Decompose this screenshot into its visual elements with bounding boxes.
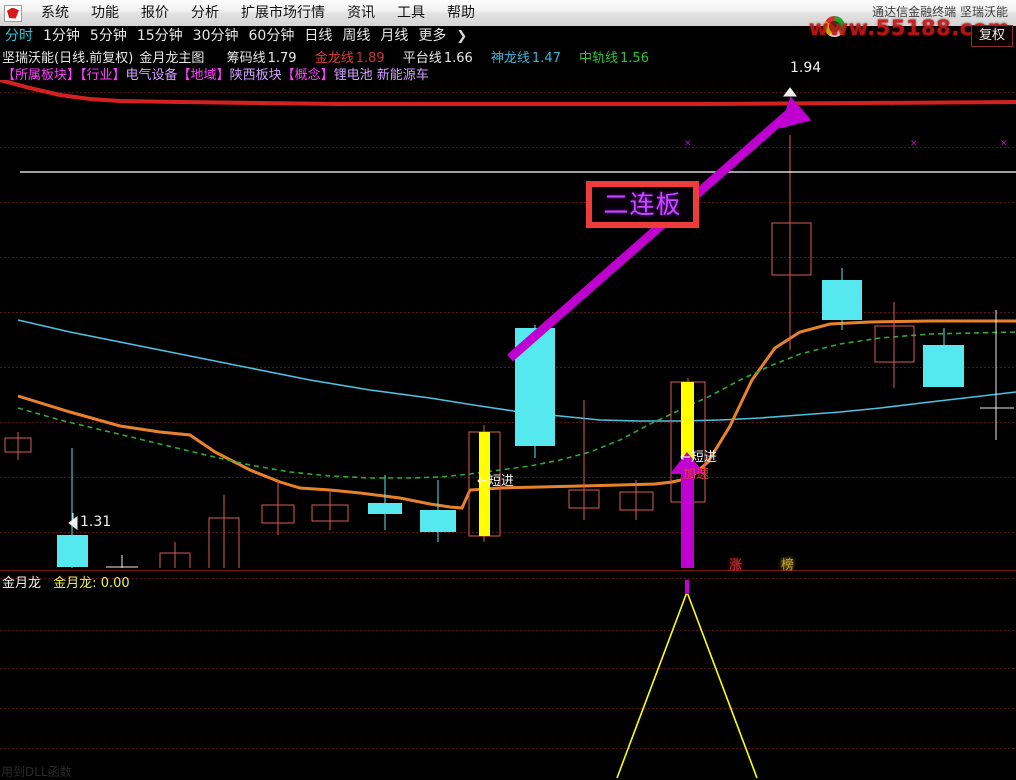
- platform-line-label: 平台线: [402, 51, 442, 66]
- app-logo-icon: [4, 4, 22, 22]
- candle: [420, 480, 456, 542]
- period-tab-weekly[interactable]: 周线: [342, 28, 371, 44]
- sub-chart-canvas: [0, 578, 1016, 778]
- menu-item-help[interactable]: 帮助: [447, 5, 475, 21]
- menu-item-function[interactable]: 功能: [91, 5, 119, 21]
- period-tab-monthly[interactable]: 月线: [380, 28, 409, 44]
- platform-line-value: 1.66: [443, 51, 473, 66]
- candle: [159, 542, 191, 568]
- shenlong-line-label: 神龙线: [490, 51, 530, 66]
- price-high-marker-icon: [783, 87, 797, 97]
- status-bar-text: 用到DLL函数: [1, 765, 72, 779]
- shenlong-line-value: 1.47: [531, 51, 561, 66]
- glyph-board: 榜: [781, 558, 795, 573]
- chip-line-value: 1.79: [267, 51, 297, 66]
- gold-line-value: 1.89: [355, 51, 385, 66]
- candle: [261, 480, 295, 535]
- glyph-rise: 涨: [729, 558, 743, 573]
- subpane-name: 金月龙: [2, 576, 42, 591]
- subpane-value-label: 金月龙:: [53, 576, 97, 591]
- stock-title: 坚瑞沃能(日线.前复权): [2, 51, 134, 66]
- annotation-box-text: 二连板: [603, 190, 682, 219]
- subpane-spike-series: [616, 589, 758, 778]
- signal-marker-icon: ✕ ✕ ✕: [684, 139, 1008, 149]
- magenta-arrow-up-right: [507, 96, 812, 362]
- indicator-title: 金月龙主图: [139, 51, 205, 66]
- price-label-low: 1.31: [80, 514, 112, 530]
- candle: [874, 302, 915, 388]
- ma-line-zhonggui: [17, 331, 1016, 479]
- period-tab-60min[interactable]: 60分钟: [248, 28, 295, 44]
- subpane-value: 0.00: [100, 576, 130, 591]
- subpane-header: 金月龙 金月龙: 0.00: [2, 572, 130, 591]
- main-chart-canvas: ✕ ✕ ✕: [0, 80, 1016, 568]
- candle: [106, 555, 138, 568]
- candle: [4, 432, 32, 460]
- watermark-logo-icon: [824, 16, 845, 37]
- indicator-info-row: 坚瑞沃能(日线.前复权) 金月龙主图 筹码线 1.79 金龙线 1.89 平台线 1.…: [2, 47, 651, 66]
- candle: [980, 310, 1014, 440]
- window-title: 通达信金融终端 坚瑞沃能: [872, 5, 1008, 19]
- region-label: 【地域】: [177, 68, 230, 83]
- period-tab-30min[interactable]: 30分钟: [192, 28, 239, 44]
- period-tab-more[interactable]: 更多: [418, 28, 447, 44]
- sub-chart-pane[interactable]: [0, 570, 1016, 778]
- main-chart-pane[interactable]: ✕ ✕ ✕: [0, 80, 1016, 568]
- concept-label: 【概念】: [281, 68, 334, 83]
- x-marker-icon: ✕: [1000, 139, 1008, 149]
- industry-value[interactable]: 电气设备: [125, 68, 178, 83]
- price-low-marker-icon: [68, 513, 78, 530]
- period-toolbar: 分时 1分钟 5分钟 15分钟 30分钟 60分钟 日线 周线 月线 更多 ❯: [0, 26, 1016, 47]
- candle: [619, 480, 654, 520]
- fuquan-button[interactable]: 复权: [971, 25, 1013, 47]
- period-tab-fenshi[interactable]: 分时: [5, 28, 33, 44]
- zhonggui-line-value: 1.56: [620, 51, 649, 66]
- industry-label: 【行业】: [80, 68, 126, 83]
- period-tab-1min[interactable]: 1分钟: [43, 28, 80, 44]
- x-marker-icon: ✕: [910, 139, 918, 149]
- chip-line-label: 筹码线: [226, 51, 266, 66]
- ma-line-shenlong: [17, 319, 1016, 422]
- gold-line-label: 金龙线: [314, 51, 354, 66]
- accelerate-label: 加速: [683, 467, 710, 482]
- subpane-gridlines: [0, 578, 1016, 749]
- price-label-high: 1.94: [790, 60, 822, 76]
- candle: [822, 268, 862, 330]
- candle: [568, 400, 600, 520]
- candle: [311, 490, 349, 530]
- zhonggui-line-label: 中轨线: [579, 51, 619, 66]
- menu-item-news[interactable]: 资讯: [347, 5, 375, 21]
- period-tab-5min[interactable]: 5分钟: [89, 28, 127, 44]
- candle: [57, 448, 88, 568]
- candle: [208, 495, 240, 568]
- candle: [368, 475, 402, 530]
- menu-item-extended-market[interactable]: 扩展市场行情: [241, 5, 325, 21]
- candle: [771, 135, 812, 350]
- pane-divider: [0, 570, 1016, 571]
- period-tab-daily[interactable]: 日线: [304, 28, 333, 44]
- menu-item-quote[interactable]: 报价: [141, 5, 169, 21]
- concept-value[interactable]: 锂电池 新能源车: [333, 68, 429, 83]
- ma-line-chip: [0, 80, 1016, 106]
- short-entry-label-1: ←短进: [477, 474, 514, 489]
- candle-limit-up: [468, 425, 501, 542]
- menu-item-system[interactable]: 系统: [41, 5, 69, 21]
- menu-item-tools[interactable]: 工具: [397, 5, 425, 21]
- candlestick-series: [4, 135, 1014, 568]
- annotation-box-two-boards: 二连板: [586, 181, 699, 228]
- region-value[interactable]: 陕西板块: [229, 68, 282, 83]
- period-tab-15min[interactable]: 15分钟: [136, 28, 183, 44]
- x-marker-icon: ✕: [684, 139, 692, 149]
- sector-info-row: 【所属板块】【行业】电气设备【地域】陕西板块【概念】锂电池 新能源车: [2, 64, 429, 83]
- sector-prefix: 【所属板块】: [2, 68, 81, 83]
- candle: [923, 328, 964, 387]
- period-next-arrow-icon[interactable]: ❯: [456, 29, 468, 44]
- menu-bar: 系统 功能 报价 分析 扩展市场行情 资讯 工具 帮助 通达信金融终端 坚瑞沃能: [0, 0, 1016, 27]
- gridlines: [0, 92, 1016, 533]
- menu-item-analysis[interactable]: 分析: [191, 5, 219, 21]
